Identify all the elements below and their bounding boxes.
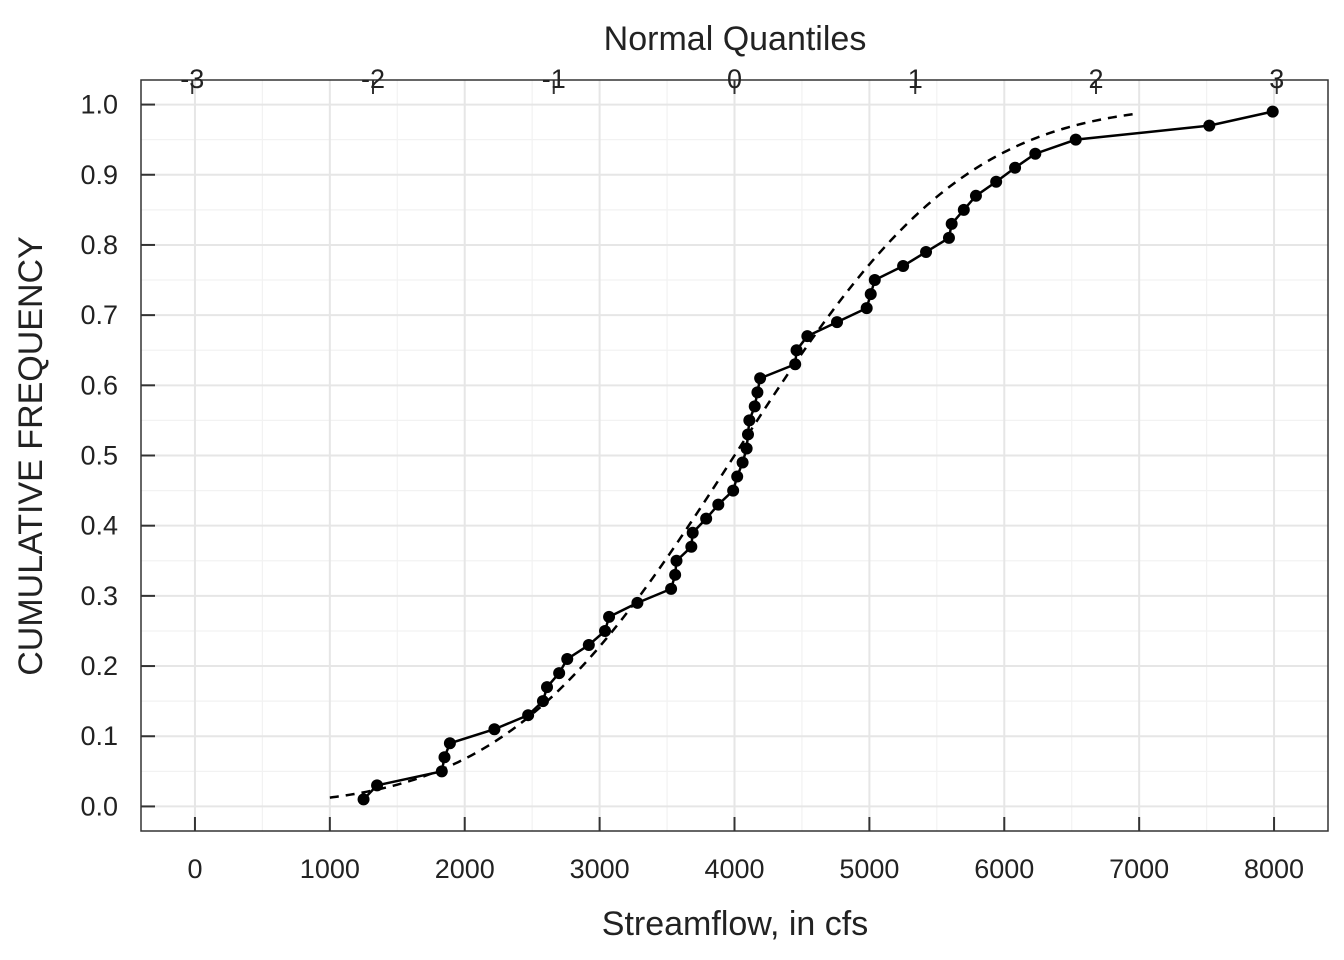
data-point — [712, 498, 725, 511]
data-point — [754, 372, 767, 385]
data-point — [541, 681, 554, 694]
data-point — [488, 723, 501, 736]
data-point — [1009, 161, 1022, 174]
normal-curve-layer — [329, 112, 1140, 799]
data-point — [864, 288, 877, 301]
data-point — [670, 554, 683, 567]
data-point — [897, 259, 910, 272]
y-tick-label: 0.9 — [80, 160, 118, 190]
data-point — [669, 568, 682, 581]
top-axis-ticks: -3 -2 -1 0 1 2 3 — [180, 64, 1284, 94]
normal-distribution-curve — [329, 112, 1140, 799]
empirical-series-layer — [357, 105, 1279, 806]
data-point — [831, 316, 844, 329]
x-axis-ticks: 0 1000 2000 3000 4000 5000 6000 7000 8000 — [187, 817, 1304, 884]
y-axis-ticks: 0.0 0.1 0.2 0.3 0.4 0.5 0.6 0.7 0.8 0.9 1.0 — [80, 90, 155, 821]
data-point — [969, 189, 982, 202]
x-tick-label: 6000 — [974, 854, 1034, 884]
data-point — [1266, 105, 1279, 118]
top-tick-label: -3 — [180, 64, 204, 94]
data-point — [536, 695, 549, 708]
data-point — [727, 484, 740, 497]
data-point — [942, 231, 955, 244]
top-axis-title: Normal Quantiles — [604, 20, 867, 58]
data-point — [748, 400, 761, 413]
data-point — [1029, 147, 1042, 160]
y-tick-label: 0.7 — [80, 300, 118, 330]
y-tick-label: 0.1 — [80, 721, 118, 751]
data-point — [357, 793, 370, 806]
top-tick-label: 3 — [1269, 64, 1284, 94]
data-point — [736, 456, 749, 469]
data-point — [582, 639, 595, 652]
x-tick-label: 1000 — [300, 854, 360, 884]
x-tick-label: 0 — [187, 854, 202, 884]
y-tick-label: 0.8 — [80, 230, 118, 260]
data-point — [599, 624, 612, 637]
data-point — [790, 344, 803, 357]
data-point — [868, 274, 881, 287]
x-tick-label: 5000 — [839, 854, 899, 884]
data-point — [435, 765, 448, 778]
data-point — [665, 582, 678, 595]
data-point — [561, 653, 574, 666]
top-tick-label: -2 — [361, 64, 385, 94]
data-point — [957, 203, 970, 216]
data-point — [438, 751, 451, 764]
data-point — [741, 428, 754, 441]
major-grid — [141, 80, 1328, 831]
data-point — [751, 386, 764, 399]
data-point — [789, 358, 802, 371]
top-tick-label: 0 — [727, 64, 742, 94]
x-tick-label: 8000 — [1244, 854, 1304, 884]
data-point — [990, 175, 1003, 188]
data-point — [371, 779, 384, 792]
data-point — [553, 667, 566, 680]
y-tick-label: 0.2 — [80, 651, 118, 681]
top-tick-label: 2 — [1088, 64, 1103, 94]
y-tick-label: 0.5 — [80, 441, 118, 471]
x-tick-label: 7000 — [1109, 854, 1169, 884]
x-axis-title: Streamflow, in cfs — [602, 905, 868, 943]
y-axis-title: CUMULATIVE FREQUENCY — [12, 236, 50, 676]
x-tick-label: 4000 — [704, 854, 764, 884]
data-point — [801, 330, 814, 343]
y-tick-label: 0.4 — [80, 511, 118, 541]
x-tick-label: 3000 — [570, 854, 630, 884]
data-point — [685, 540, 698, 553]
data-point — [740, 442, 753, 455]
data-point — [686, 526, 699, 539]
y-tick-label: 0.6 — [80, 370, 118, 400]
data-point — [860, 302, 873, 315]
y-tick-label: 0.3 — [80, 581, 118, 611]
data-point — [631, 596, 644, 609]
data-point — [920, 245, 933, 258]
top-tick-label: 1 — [908, 64, 923, 94]
x-tick-label: 2000 — [435, 854, 495, 884]
data-point — [1203, 119, 1216, 132]
data-point — [743, 414, 756, 427]
y-tick-label: 1.0 — [80, 90, 118, 120]
data-point — [522, 709, 535, 722]
data-point — [603, 610, 616, 623]
data-point — [443, 737, 456, 750]
data-point — [1069, 133, 1082, 146]
y-tick-label: 0.0 — [80, 791, 118, 821]
top-tick-label: -1 — [542, 64, 566, 94]
data-point — [731, 470, 744, 483]
data-point — [945, 217, 958, 230]
data-point — [700, 512, 713, 525]
